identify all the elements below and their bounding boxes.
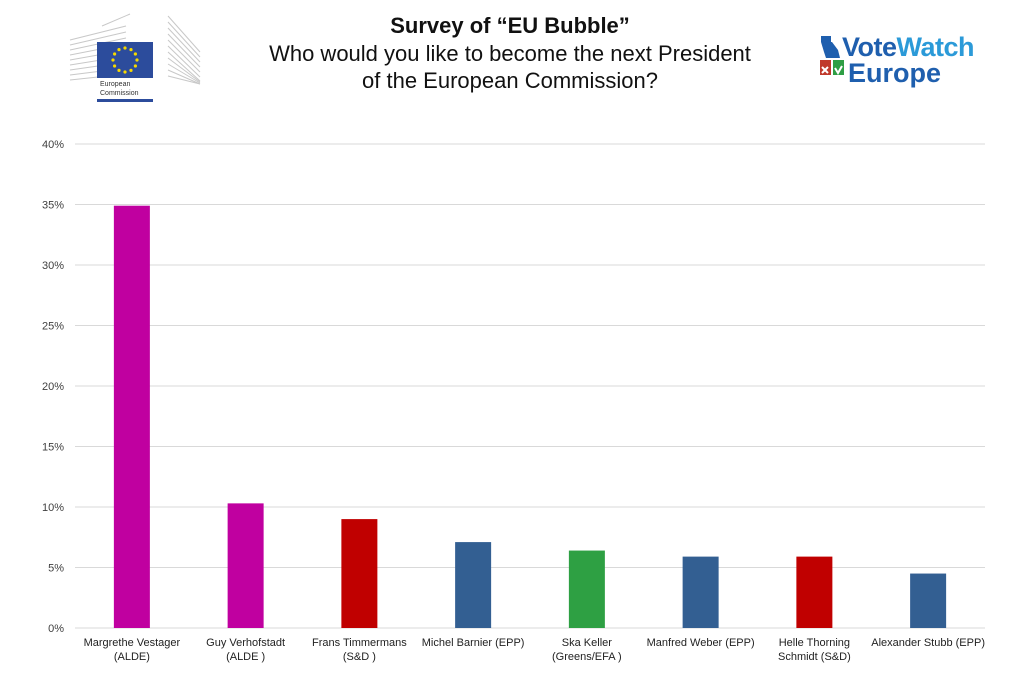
european-commission-logo: European Commission: [68, 12, 203, 104]
bar: [568, 550, 605, 628]
eu-star-icon: [133, 64, 137, 68]
x-category-label: Michel Barnier (EPP): [422, 637, 525, 649]
votewatch-europe-logo: VoteWatch Europe: [818, 32, 988, 94]
bar: [455, 542, 492, 628]
ballot-box-icon: [820, 36, 844, 75]
vote-word: Vote: [842, 32, 897, 62]
x-category-label: Schmidt (S&D): [778, 651, 851, 663]
y-axis-ticks: 0% 5% 10% 15% 20% 25% 30% 35% 40%: [42, 139, 64, 635]
chart-title-block: Survey of “EU Bubble” Who would you like…: [230, 12, 790, 94]
eu-star-icon: [135, 58, 139, 62]
eu-star-icon: [129, 48, 133, 52]
eu-star-icon: [123, 46, 127, 50]
x-category-label: (ALDE): [114, 651, 150, 663]
x-mark-icon: [821, 66, 829, 74]
y-tick-label: 30%: [42, 260, 64, 272]
eu-star-icon: [133, 52, 137, 56]
ec-building-icon: [69, 13, 201, 102]
y-tick-label: 10%: [42, 502, 64, 514]
europe-word: Europe: [848, 58, 942, 88]
x-category-label: Manfred Weber (EPP): [647, 637, 755, 649]
y-tick-label: 5%: [48, 563, 64, 575]
x-axis-labels: Margrethe Vestager (ALDE) Guy Verhofstadt (…: [84, 637, 985, 663]
x-category-label: (S&D ): [343, 651, 376, 663]
y-tick-label: 20%: [42, 381, 64, 393]
gridlines: [75, 143, 985, 629]
bar: [910, 573, 947, 628]
x-category-label: Frans Timmermans: [312, 637, 407, 649]
ec-label-line1: European: [100, 81, 131, 88]
x-category-label: Helle Thorning: [779, 637, 850, 649]
y-tick-label: 40%: [42, 139, 64, 151]
eu-star-icon: [117, 48, 121, 52]
x-category-label: Ska Keller: [562, 637, 612, 649]
x-category-label: Alexander Stubb (EPP): [871, 637, 985, 649]
eu-star-icon: [113, 52, 117, 56]
chart-title: Survey of “EU Bubble”: [390, 13, 630, 38]
eu-star-icon: [129, 68, 133, 72]
x-category-label: Guy Verhofstadt: [206, 637, 285, 649]
bar: [341, 519, 378, 628]
bar: [796, 556, 833, 628]
bar: [227, 503, 264, 628]
eu-star-icon: [123, 70, 127, 74]
y-tick-label: 25%: [42, 321, 64, 333]
x-category-label: (ALDE ): [226, 651, 265, 663]
bar: [682, 556, 719, 628]
eu-star-icon: [111, 58, 115, 62]
eu-star-icon: [117, 68, 121, 72]
votewatch-wordmark: VoteWatch: [842, 32, 975, 62]
eu-star-icon: [113, 64, 117, 68]
bars: [113, 205, 947, 628]
ec-label-line2: Commission: [100, 90, 139, 97]
y-tick-label: 35%: [42, 200, 64, 212]
x-category-label: (Greens/EFA ): [552, 651, 622, 663]
watch-word: Watch: [896, 32, 975, 62]
y-tick-label: 0%: [48, 623, 64, 635]
y-tick-label: 15%: [42, 442, 64, 454]
x-category-label: Margrethe Vestager: [84, 637, 181, 649]
check-mark-icon: [834, 65, 843, 75]
chart-subtitle-line1: Who would you like to become the next Pr…: [269, 41, 751, 66]
chart-subtitle-line2: of the European Commission?: [362, 68, 658, 93]
bar: [113, 205, 150, 628]
